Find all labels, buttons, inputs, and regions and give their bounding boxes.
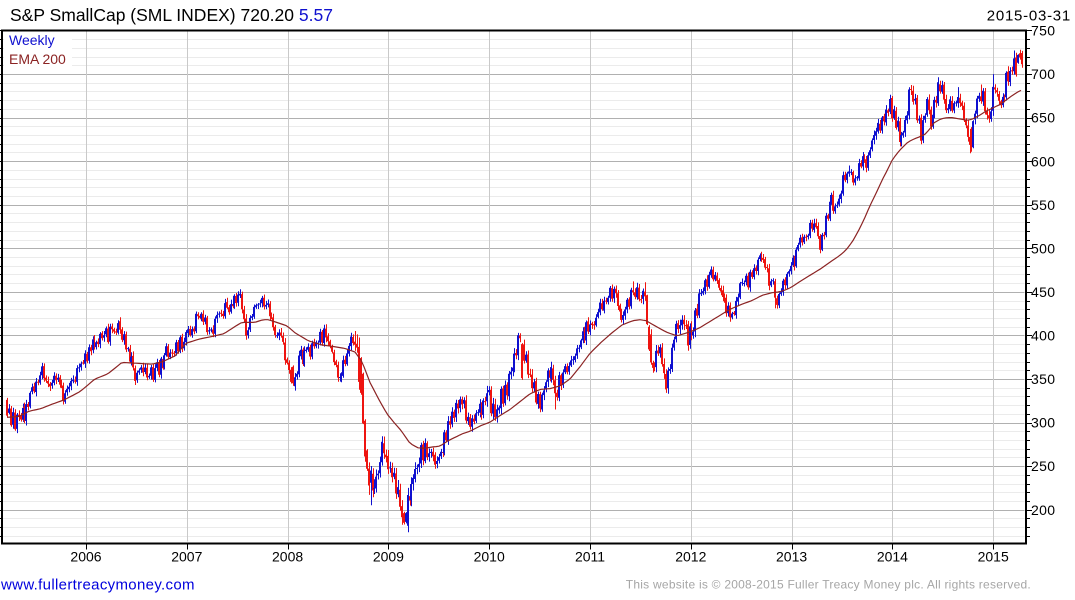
- svg-text:550: 550: [1031, 197, 1055, 213]
- svg-text:2010: 2010: [474, 548, 505, 564]
- svg-text:EMA 200: EMA 200: [9, 51, 66, 67]
- svg-text:2008: 2008: [272, 548, 303, 564]
- svg-text:600: 600: [1031, 153, 1055, 169]
- svg-text:2007: 2007: [171, 548, 202, 564]
- svg-text:This website is © 2008-2015 Fu: This website is © 2008-2015 Fuller Treac…: [626, 577, 1031, 591]
- svg-text:2013: 2013: [776, 548, 807, 564]
- svg-text:2012: 2012: [675, 548, 706, 564]
- svg-text:www.fullertreacymoney.com: www.fullertreacymoney.com: [0, 576, 195, 593]
- svg-text:700: 700: [1031, 66, 1055, 82]
- svg-text:250: 250: [1031, 458, 1055, 474]
- svg-text:200: 200: [1031, 502, 1055, 518]
- svg-text:750: 750: [1031, 23, 1055, 39]
- svg-text:300: 300: [1031, 415, 1055, 431]
- svg-text:S&P SmallCap (SML INDEX) 720.2: S&P SmallCap (SML INDEX) 720.20 5.57: [10, 5, 333, 25]
- svg-text:650: 650: [1031, 110, 1055, 126]
- svg-text:2009: 2009: [373, 548, 404, 564]
- svg-text:500: 500: [1031, 240, 1055, 256]
- svg-text:350: 350: [1031, 371, 1055, 387]
- svg-text:2015-03-31: 2015-03-31: [987, 7, 1071, 24]
- svg-text:2014: 2014: [877, 548, 908, 564]
- svg-text:400: 400: [1031, 328, 1055, 344]
- svg-text:Weekly: Weekly: [9, 32, 55, 48]
- svg-text:2015: 2015: [978, 548, 1009, 564]
- svg-text:2006: 2006: [70, 548, 101, 564]
- svg-text:450: 450: [1031, 284, 1055, 300]
- svg-text:2011: 2011: [575, 548, 605, 564]
